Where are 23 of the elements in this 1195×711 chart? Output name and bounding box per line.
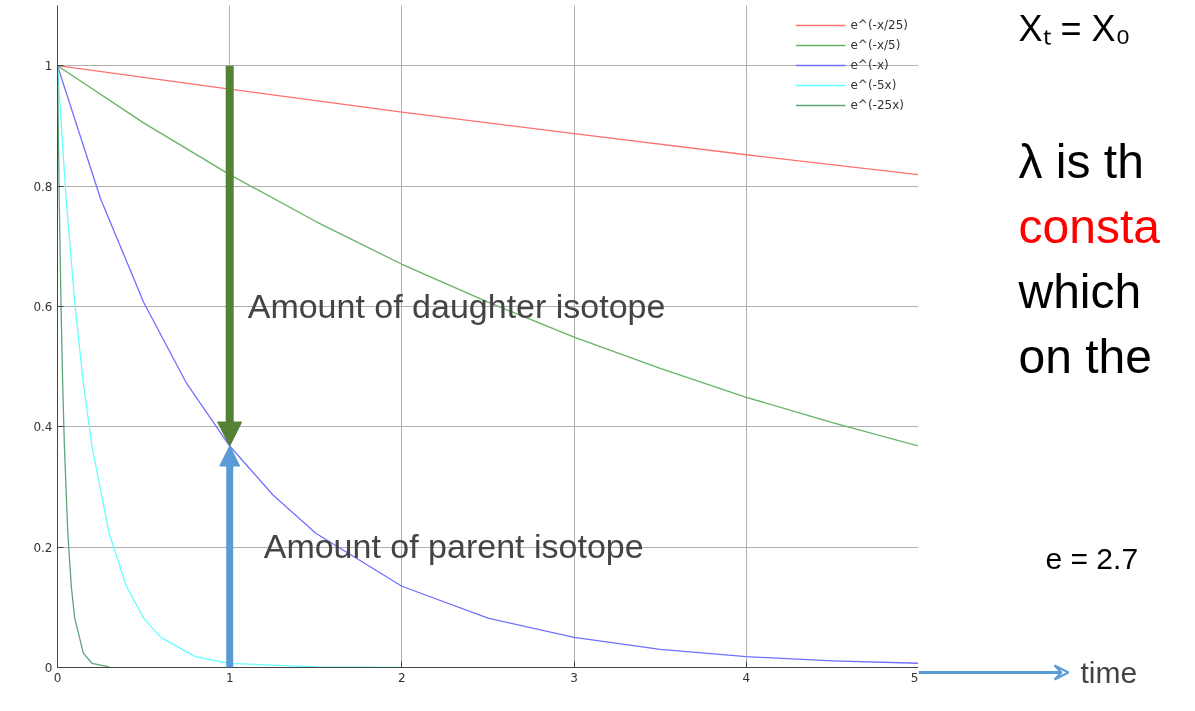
y-tick-label: 0.2 bbox=[33, 540, 53, 555]
text: Xₜ = X₀ bbox=[1018, 8, 1131, 49]
text: λ is th bbox=[1018, 135, 1144, 188]
legend-label: e^(-5x) bbox=[850, 78, 897, 92]
y-tick-label: 1 bbox=[44, 59, 53, 74]
y-tick-label: 0.8 bbox=[33, 179, 53, 194]
legend-label: e^(-x/5) bbox=[850, 38, 901, 52]
x-tick-label: 4 bbox=[742, 670, 751, 685]
text: on the bbox=[1018, 330, 1152, 383]
x-tick-label: 1 bbox=[225, 670, 234, 685]
text: consta bbox=[1018, 200, 1161, 253]
text: time bbox=[1080, 656, 1138, 689]
x-tick-label: 5 bbox=[910, 670, 919, 685]
y-tick-label: 0.6 bbox=[33, 299, 53, 314]
legend-label: e^(-25x) bbox=[850, 98, 904, 112]
text: e = 2.7 bbox=[1045, 542, 1139, 575]
legend-label: e^(-x/25) bbox=[850, 18, 908, 32]
x-tick-label: 3 bbox=[570, 670, 578, 685]
legend-label: e^(-x) bbox=[850, 58, 889, 72]
x-tick-label: 2 bbox=[398, 670, 406, 685]
y-tick-label: 0 bbox=[44, 661, 53, 675]
text: which bbox=[1017, 265, 1142, 318]
y-tick-label: 0.4 bbox=[33, 420, 53, 435]
